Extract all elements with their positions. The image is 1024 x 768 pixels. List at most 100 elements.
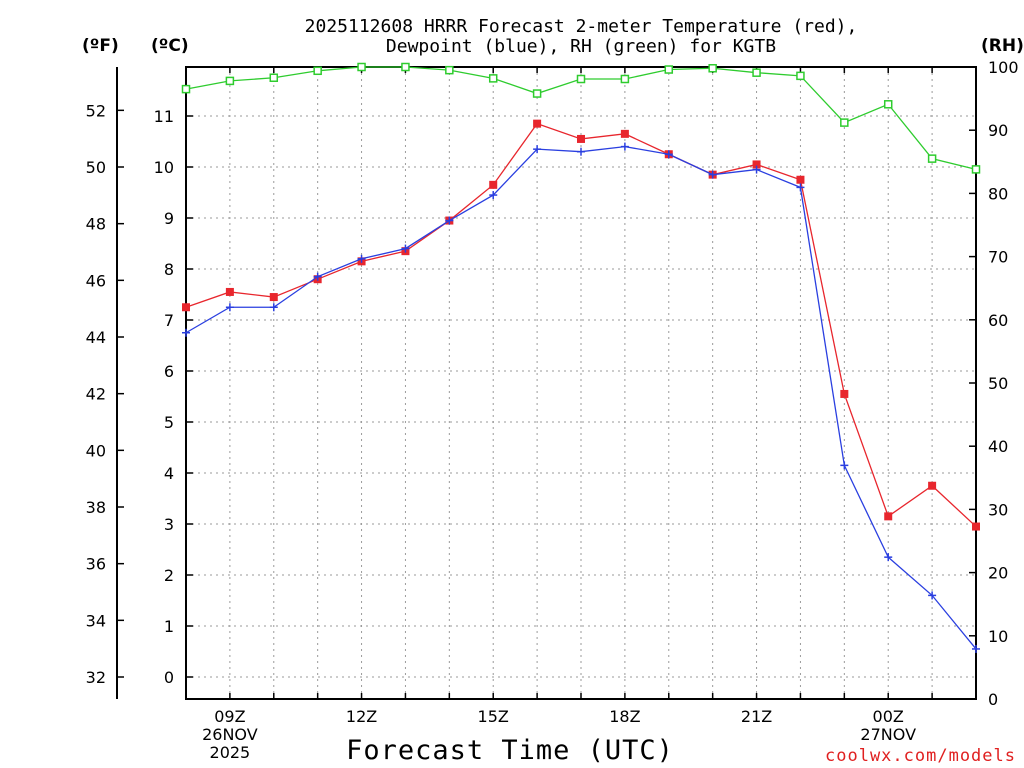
temperature-point — [225, 287, 234, 296]
fahrenheit-tick-label: 32 — [86, 668, 106, 687]
fahrenheit-tick-label: 46 — [86, 271, 106, 290]
x-tick-label: 21Z — [741, 707, 772, 726]
chart-title-line-2: Dewpoint (blue), RH (green) for KGTB — [385, 36, 777, 57]
dewpoint-point — [972, 644, 980, 653]
x-tick-label: 2025 — [210, 743, 251, 762]
dewpoint-point — [577, 147, 585, 156]
rh-tick-label: 0 — [988, 690, 998, 709]
plot-frame — [185, 66, 977, 700]
dewpoint-point — [928, 591, 937, 600]
rh-point — [401, 62, 410, 72]
fahrenheit-tick-label: 42 — [86, 385, 106, 404]
rh-tick-label: 60 — [988, 311, 1008, 330]
dewpoint-point — [664, 150, 673, 159]
temperature-point — [752, 160, 761, 169]
fahrenheit-tick-label: 50 — [86, 158, 106, 177]
x-tick-label: 26NOV — [202, 725, 258, 744]
x-tick-label: 12Z — [346, 707, 377, 726]
temperature-point — [884, 512, 893, 521]
temperature-point — [840, 389, 849, 398]
celsius-tick-label: 7 — [164, 311, 174, 330]
credit-link[interactable]: coolwx.com/models — [825, 746, 1016, 766]
rh-tick-label: 30 — [988, 500, 1008, 519]
rh-tick-label: 10 — [988, 627, 1008, 646]
fahrenheit-unit-label: (ºF) — [82, 36, 119, 56]
dewpoint-point — [620, 142, 629, 151]
celsius-tick-label: 5 — [164, 413, 174, 432]
fahrenheit-tick-label: 44 — [86, 328, 106, 347]
x-tick-label: 09Z — [214, 707, 245, 726]
dewpoint-point — [752, 165, 761, 174]
rh-tick-label: 90 — [988, 121, 1008, 140]
x-tick-label: 15Z — [478, 707, 509, 726]
temperature-point — [533, 119, 542, 128]
dewpoint-point — [401, 244, 410, 253]
x-tick-label: 18Z — [609, 707, 640, 726]
x-axis-label: Forecast Time (UTC) — [346, 735, 674, 766]
temperature-point — [489, 180, 498, 189]
celsius-tick-label: 6 — [164, 362, 174, 381]
rh-point — [664, 65, 674, 74]
rh-tick-label: 50 — [988, 374, 1008, 393]
dewpoint-point — [357, 254, 366, 263]
celsius-tick-label: 10 — [154, 158, 174, 177]
rh-point — [752, 68, 761, 77]
rh-tick-label: 80 — [988, 184, 1008, 203]
rh-tick-label: 70 — [988, 248, 1008, 267]
rh-tick-label: 100 — [988, 58, 1019, 77]
rh-tick-label: 40 — [988, 437, 1008, 456]
rh-point — [532, 89, 542, 98]
celsius-tick-label: 8 — [164, 260, 174, 279]
temperature-point — [972, 522, 980, 531]
fahrenheit-tick-label: 48 — [86, 215, 106, 234]
rh-point — [620, 74, 630, 84]
celsius-tick-label: 2 — [164, 566, 174, 585]
fahrenheit-tick-label: 34 — [86, 611, 106, 630]
rh-point — [488, 74, 498, 83]
rh-point — [576, 74, 586, 84]
dewpoint-point — [489, 191, 498, 200]
dewpoint-point — [708, 170, 717, 179]
rh-tick-label: 20 — [988, 564, 1008, 583]
rh-point — [840, 118, 849, 127]
dewpoint-point — [225, 303, 234, 312]
rh-point — [796, 71, 805, 81]
dewpoint-point — [269, 303, 278, 312]
data-series — [181, 62, 981, 653]
temperature-point — [928, 481, 937, 490]
dewpoint-point — [884, 553, 893, 562]
dewpoint-point — [182, 328, 190, 337]
celsius-tick-label: 1 — [164, 617, 174, 636]
celsius-tick-label: 0 — [164, 668, 174, 687]
dewpoint-point — [313, 272, 322, 281]
gridlines — [186, 67, 976, 699]
celsius-unit-label: (ºC) — [151, 36, 189, 56]
fahrenheit-tick-label: 52 — [86, 101, 106, 120]
rh-point — [445, 65, 454, 75]
rh-point — [708, 64, 717, 73]
rh-point — [357, 62, 366, 72]
celsius-tick-label: 4 — [164, 464, 174, 483]
rh-point — [313, 66, 322, 76]
axes: 3234363840424446485052012345678910110102… — [86, 58, 1019, 762]
dewpoint-point — [445, 216, 454, 225]
temperature-point — [182, 303, 190, 312]
dewpoint-series — [182, 142, 980, 653]
celsius-tick-label: 11 — [154, 107, 174, 126]
x-tick-label: 27NOV — [860, 725, 916, 744]
temperature-point — [620, 129, 629, 138]
temperature-point — [796, 175, 805, 184]
x-tick-label: 00Z — [873, 707, 904, 726]
rh-point — [225, 76, 235, 86]
fahrenheit-tick-label: 38 — [86, 498, 106, 517]
rh-point — [883, 100, 893, 109]
rh-point — [971, 165, 981, 174]
temperature-point — [577, 134, 585, 143]
celsius-tick-label: 9 — [164, 209, 174, 228]
temperature-point — [269, 293, 278, 302]
fahrenheit-tick-label: 36 — [86, 555, 106, 574]
dewpoint-point — [840, 461, 849, 470]
rh-unit-label: (RH) — [981, 36, 1024, 56]
fahrenheit-tick-label: 40 — [86, 441, 106, 460]
